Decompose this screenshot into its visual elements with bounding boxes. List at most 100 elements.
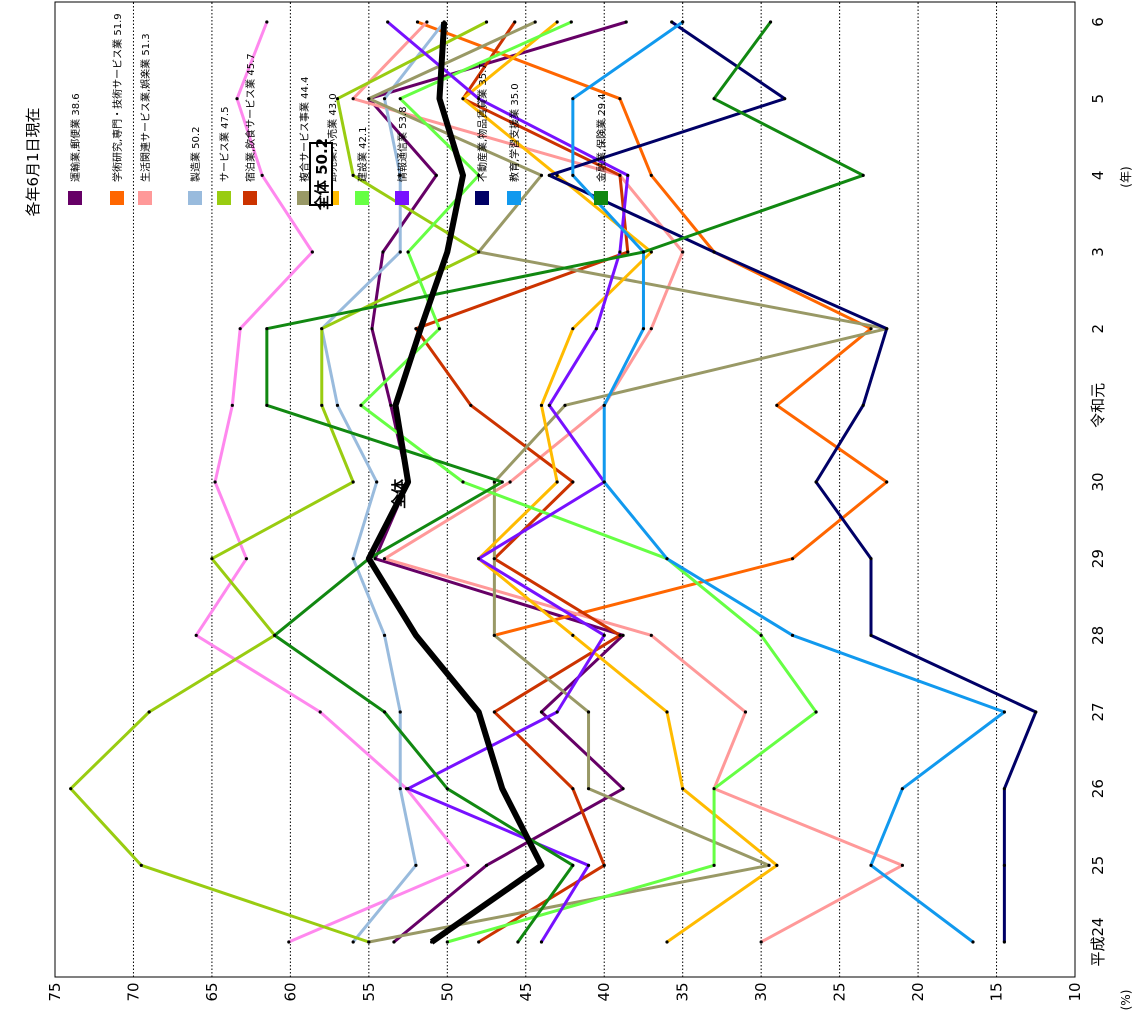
series-line-industry-12 — [571, 20, 1006, 944]
data-point-industry-3 — [508, 480, 512, 484]
data-point-industry-13 — [516, 940, 520, 944]
y-tick-label: 40 — [595, 982, 613, 1001]
data-point-industry-1 — [621, 787, 625, 791]
data-point-industry-5 — [69, 787, 73, 791]
data-point-industry-8 — [665, 710, 669, 714]
data-point-industry-13 — [382, 710, 387, 714]
data-point-total — [445, 250, 449, 254]
y-tick-label: 20 — [909, 982, 927, 1001]
data-point-industry-2 — [618, 97, 622, 101]
x-tick-label: 令和元 — [1089, 383, 1107, 428]
data-point-industry-4 — [398, 250, 402, 254]
data-point-industry-12 — [1002, 710, 1006, 714]
legend-label: 運輸業,郵便業 38.6 — [69, 93, 82, 182]
data-point-industry-10 — [555, 710, 559, 714]
y-tick-label: 30 — [752, 982, 770, 1001]
x-tick-label: 27 — [1089, 702, 1107, 721]
data-point-industry-0 — [235, 97, 239, 101]
data-point-industry-7 — [367, 940, 371, 944]
data-point-industry-3 — [649, 633, 653, 637]
data-point-industry-10 — [477, 97, 481, 101]
data-point-industry-8 — [681, 787, 685, 791]
y-tick-label: 75 — [46, 982, 64, 1001]
data-point-industry-7 — [492, 557, 496, 561]
legend-swatch — [217, 191, 231, 205]
data-point-industry-13 — [861, 173, 865, 177]
data-point-industry-11 — [1002, 787, 1006, 791]
x-tick-label: 3 — [1089, 247, 1107, 257]
data-point-industry-1 — [373, 557, 377, 561]
legend-swatch — [395, 191, 409, 205]
data-point-industry-4 — [398, 787, 402, 791]
data-point-industry-8 — [555, 480, 559, 484]
legend-item: 教育,学習支援業 35.0 — [507, 83, 521, 205]
data-point-industry-12 — [665, 557, 669, 561]
data-point-industry-1 — [370, 327, 374, 331]
data-point-industry-11 — [1002, 940, 1006, 944]
data-point-industry-7 — [586, 787, 591, 791]
data-point-industry-12 — [971, 940, 975, 944]
data-point-industry-11 — [670, 20, 674, 24]
legend-item: 情報通信業 53.8 — [395, 107, 409, 205]
data-point-industry-6 — [626, 250, 630, 254]
data-point-industry-4 — [351, 940, 355, 944]
data-point-industry-7 — [539, 173, 544, 177]
data-point-industry-6 — [618, 633, 622, 637]
chart-title: 各年6月1日現在 — [24, 107, 42, 216]
x-tick-label: 28 — [1089, 626, 1107, 645]
x-tick-label: 5 — [1089, 94, 1107, 104]
data-point-industry-0 — [230, 403, 234, 407]
y-tick-label: 70 — [124, 982, 142, 1001]
legend-swatch — [188, 191, 202, 205]
data-point-industry-6 — [618, 173, 622, 177]
data-point-industry-12 — [681, 20, 685, 24]
legend-item: 金融業,保険業 29.4 — [594, 93, 608, 205]
y-tick-label: 65 — [203, 982, 221, 1001]
x-tick-label: 25 — [1089, 856, 1107, 875]
data-point-industry-8 — [775, 863, 779, 867]
data-point-industry-9 — [461, 480, 465, 484]
x-tick-label: 26 — [1089, 779, 1107, 798]
data-point-industry-0 — [287, 940, 291, 944]
data-point-industry-5 — [320, 403, 324, 407]
data-point-industry-8 — [555, 20, 559, 24]
data-point-industry-1 — [392, 940, 396, 944]
y-tick-label: 35 — [674, 982, 692, 1001]
data-point-industry-8 — [649, 250, 653, 254]
data-point-industry-13 — [712, 97, 716, 101]
data-point-industry-9 — [569, 20, 573, 24]
legend-swatch — [594, 191, 608, 205]
data-point-industry-11 — [861, 403, 865, 407]
data-point-total — [461, 173, 465, 177]
y-tick-label: 15 — [988, 982, 1006, 1001]
data-point-industry-6 — [469, 403, 473, 407]
data-point-industry-5 — [351, 480, 355, 484]
data-point-industry-6 — [414, 327, 418, 331]
data-point-total — [437, 97, 442, 101]
data-point-industry-0 — [318, 710, 322, 714]
data-point-industry-13 — [265, 327, 269, 331]
x-tick-label: 29 — [1089, 549, 1107, 568]
data-point-industry-12 — [790, 633, 795, 637]
data-point-industry-12 — [641, 327, 646, 331]
legend-item: 生活関連サービス業,娯楽業 51.3 — [138, 33, 152, 205]
legend-label: 製造業 50.2 — [189, 127, 202, 182]
data-point-industry-5 — [139, 863, 143, 867]
x-axis-unit: (年) — [1119, 166, 1133, 187]
data-point-industry-10 — [626, 173, 630, 177]
data-point-total — [414, 633, 418, 637]
data-point-industry-5 — [351, 173, 355, 177]
data-point-industry-4 — [398, 710, 402, 714]
data-point-total — [419, 327, 423, 331]
data-point-total — [367, 557, 371, 561]
data-point-industry-0 — [265, 20, 269, 24]
legend-item: 不動産業,物品賃貸業 35.7 — [475, 63, 489, 205]
data-point-industry-1 — [434, 173, 438, 177]
legend-swatch — [110, 191, 124, 205]
data-point-industry-0 — [244, 557, 249, 561]
y-tick-label: 60 — [281, 982, 299, 1001]
legend-item: 製造業 50.2 — [188, 127, 202, 205]
data-point-industry-3 — [351, 97, 355, 101]
data-point-industry-0 — [310, 250, 314, 254]
